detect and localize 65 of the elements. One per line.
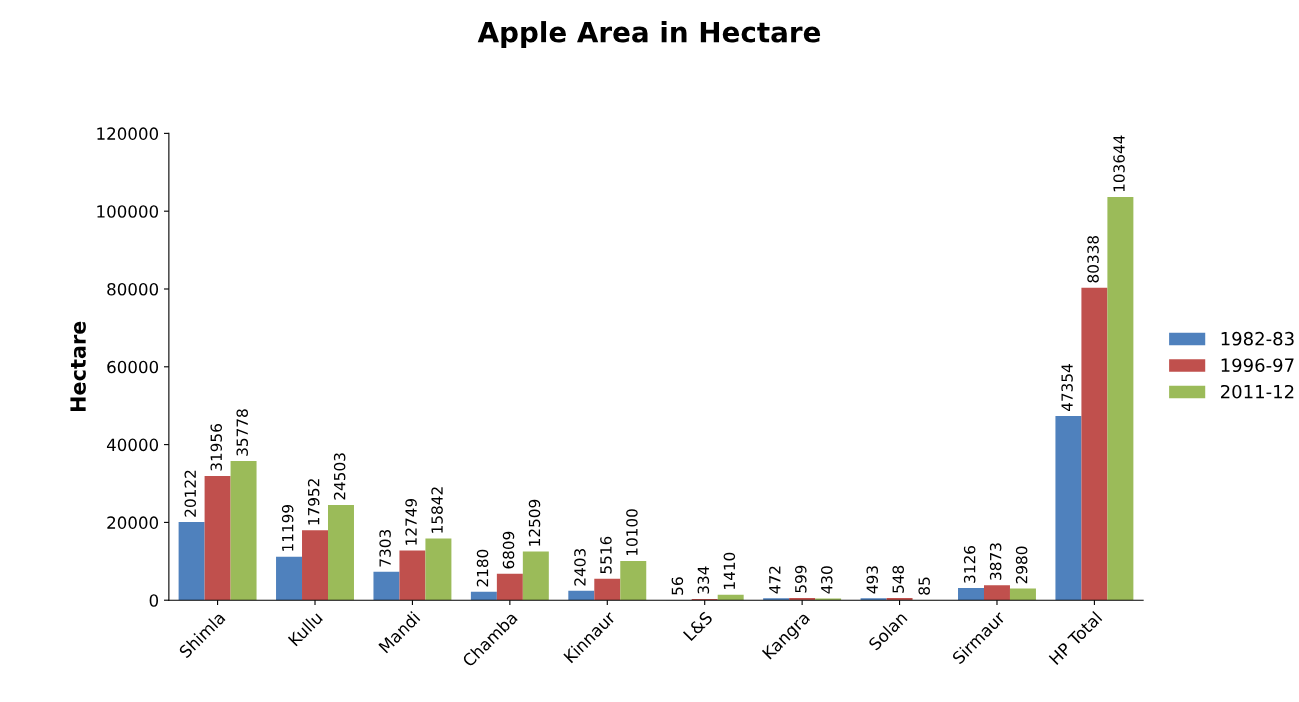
data-label: 472 xyxy=(769,566,781,594)
data-label: 493 xyxy=(866,566,879,594)
legend-label: 1982-83 xyxy=(1221,331,1294,346)
chart-title: Apple Area in Hectare xyxy=(477,21,821,48)
data-label: 56 xyxy=(671,577,684,595)
data-label: 548 xyxy=(892,565,904,593)
data-label: 3126 xyxy=(963,545,976,583)
bar xyxy=(204,475,231,601)
bar xyxy=(1107,197,1134,601)
data-label: 20122 xyxy=(184,470,197,517)
data-label: 47354 xyxy=(1061,364,1073,412)
bar xyxy=(276,556,303,601)
data-label: 599 xyxy=(795,565,807,593)
bar xyxy=(958,588,984,601)
data-label: 334 xyxy=(697,566,710,594)
data-label: 2980 xyxy=(1015,546,1028,584)
data-label: 3873 xyxy=(989,543,1002,580)
bar xyxy=(373,571,400,601)
bar xyxy=(886,598,913,601)
data-label: 7303 xyxy=(379,529,391,567)
bar xyxy=(425,538,452,601)
data-label: 15842 xyxy=(431,487,443,533)
y-tick-label: 100000 xyxy=(97,205,159,218)
bar xyxy=(399,550,426,601)
bar xyxy=(983,585,1010,601)
data-label: 12509 xyxy=(528,499,541,546)
data-label: 2180 xyxy=(476,549,489,587)
y-tick-label: 0 xyxy=(149,594,159,607)
data-label: 85 xyxy=(918,577,930,595)
bar xyxy=(1055,415,1082,601)
data-label: 11199 xyxy=(281,504,294,551)
data-label: 35778 xyxy=(236,409,248,456)
y-tick-label: 40000 xyxy=(106,438,159,452)
y-axis-title: Hectare xyxy=(70,321,86,412)
bar xyxy=(568,590,595,601)
legend-label: 2011-12 xyxy=(1220,384,1294,399)
data-label: 31956 xyxy=(210,424,223,471)
y-tick-label: 60000 xyxy=(107,360,159,374)
data-label: 2403 xyxy=(574,549,586,586)
bar xyxy=(522,551,549,601)
data-label: 6809 xyxy=(502,531,515,569)
y-tick-label: 120000 xyxy=(97,127,159,140)
data-label: 80338 xyxy=(1087,235,1099,283)
data-label: 10100 xyxy=(626,509,638,556)
bar xyxy=(1081,287,1108,601)
data-label: 12749 xyxy=(405,498,417,545)
bar xyxy=(230,461,257,601)
y-tick-label: 80000 xyxy=(107,282,159,296)
bar xyxy=(496,573,523,601)
bar xyxy=(470,591,497,601)
data-label: 17952 xyxy=(307,479,320,525)
bar xyxy=(1009,588,1036,601)
data-label: 1410 xyxy=(723,552,736,589)
legend-label: 1996-97 xyxy=(1221,358,1294,373)
bar xyxy=(620,560,647,601)
bar xyxy=(594,578,621,601)
bar xyxy=(717,594,744,601)
data-label: 103644 xyxy=(1113,135,1125,192)
y-tick-label: 20000 xyxy=(107,516,159,529)
data-label: 430 xyxy=(820,566,833,594)
data-label: 24503 xyxy=(333,453,346,500)
bar xyxy=(178,521,205,601)
bar xyxy=(328,504,354,601)
data-label: 5516 xyxy=(600,536,612,574)
bar xyxy=(302,530,328,601)
